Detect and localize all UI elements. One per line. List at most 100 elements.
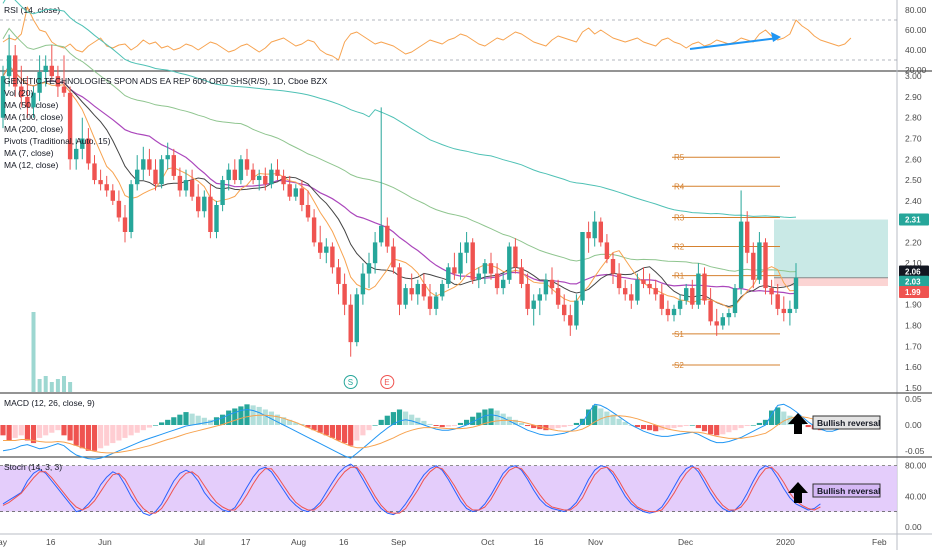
macd-histogram-bar xyxy=(342,425,348,444)
macd-histogram-bar xyxy=(488,408,494,425)
time-tick-label: 16 xyxy=(534,537,544,547)
up-arrow-icon xyxy=(788,413,808,434)
macd-histogram-bar xyxy=(787,415,793,425)
macd-histogram-bar xyxy=(30,425,37,444)
legend-line: MA (7, close) xyxy=(4,148,54,158)
legend-line: Vol (20) xyxy=(4,88,33,98)
axis-tick-label: 20.00 xyxy=(905,65,927,75)
up-arrow-icon xyxy=(788,482,808,503)
legend-title: GENETIC TECHNOLOGIES SPON ADS EA REP 600… xyxy=(4,76,328,86)
macd-histogram-bar xyxy=(592,405,598,425)
macd-histogram-bar xyxy=(98,425,104,449)
time-tick-label: Jun xyxy=(98,537,112,547)
candle-body xyxy=(440,283,445,297)
macd-histogram-bar xyxy=(152,425,159,426)
macd-histogram-bar xyxy=(689,425,695,426)
macd-histogram-bar xyxy=(634,425,640,428)
macd-histogram-bar xyxy=(708,425,714,435)
macd-histogram-bar xyxy=(677,425,683,428)
legend: GENETIC TECHNOLOGIES SPON ADS EA REP 600… xyxy=(4,76,328,170)
axis-tick-label: 2.50 xyxy=(905,175,922,185)
pivot-label: S2 xyxy=(674,361,684,370)
candle-body xyxy=(690,288,695,305)
candle-body xyxy=(555,288,561,305)
candle-body xyxy=(446,267,451,284)
macd-histogram-bar xyxy=(43,425,49,436)
axis-tick-label: 3.00 xyxy=(905,71,922,81)
macd-histogram-bar xyxy=(518,422,525,425)
macd-histogram-bar xyxy=(104,425,110,446)
candle-body xyxy=(177,175,183,191)
macd-histogram-bar xyxy=(622,421,628,425)
axis-tick-label: 1.90 xyxy=(905,300,922,310)
macd-histogram-bar xyxy=(470,416,476,425)
price-tag-label: 2.06 xyxy=(905,267,921,276)
candle-body xyxy=(13,55,18,87)
price-tag xyxy=(899,265,929,278)
macd-histogram-bar xyxy=(683,425,689,427)
candle-body xyxy=(513,246,518,268)
macd-histogram-bar xyxy=(653,425,659,432)
candle-body xyxy=(623,288,628,295)
candle-body xyxy=(360,273,366,295)
event-label: S xyxy=(348,378,353,387)
candle-body xyxy=(299,188,305,205)
candle-body xyxy=(507,246,512,280)
candle-body xyxy=(153,169,158,185)
pivot-label: R3 xyxy=(674,213,685,222)
macd-histogram-bar xyxy=(18,425,24,436)
candle-body xyxy=(250,169,256,181)
macd-histogram-bar xyxy=(165,419,171,425)
macd-histogram-bar xyxy=(6,425,12,441)
candle-body xyxy=(415,283,420,295)
candle-body xyxy=(726,313,732,318)
candle-body xyxy=(598,221,603,243)
macd-histogram-bar xyxy=(543,425,549,431)
stoch-title: Stoch (14, 3, 3) xyxy=(4,462,62,472)
candle-body xyxy=(592,221,597,239)
candle-body xyxy=(684,288,689,301)
macd-histogram-bar xyxy=(555,425,561,429)
candle-body xyxy=(366,263,372,274)
stoch-band-fill xyxy=(0,465,897,512)
macd-histogram-bar xyxy=(610,414,616,425)
volume-bar xyxy=(43,376,48,392)
macd-histogram-bar xyxy=(329,425,335,438)
time-tick-label: Aug xyxy=(291,537,306,547)
ma100-line xyxy=(2,27,797,273)
macd-histogram-bar xyxy=(531,425,537,429)
macd-histogram-bar xyxy=(250,405,256,425)
candle-body xyxy=(531,300,536,309)
axis-tick-label: 0.00 xyxy=(905,420,922,430)
candle-body xyxy=(769,288,774,295)
candle-body xyxy=(0,76,6,118)
macd-histogram-bar xyxy=(445,425,451,427)
candle-body xyxy=(305,204,311,218)
macd-histogram-bar xyxy=(116,425,122,441)
candle-body xyxy=(226,169,231,181)
macd-histogram-bar xyxy=(49,425,55,433)
axis-tick-label: 40.00 xyxy=(905,491,927,501)
candle-body xyxy=(433,296,439,309)
macd-histogram-bar xyxy=(701,425,708,432)
volume-bar xyxy=(37,379,42,392)
macd-histogram-bar xyxy=(61,425,67,436)
candle-body xyxy=(37,72,42,93)
annotation-box xyxy=(812,415,881,430)
candle-body xyxy=(379,225,384,243)
axis-tick-label: 2.80 xyxy=(905,113,922,123)
macd-histogram-bar xyxy=(274,414,281,425)
axis-tick-label: 1.60 xyxy=(905,362,922,372)
candle-body xyxy=(568,315,573,326)
time-tick-label: 16 xyxy=(46,537,56,547)
rsi-trend-arrow xyxy=(689,37,779,50)
candle-body xyxy=(330,246,335,268)
macd-histogram-bar xyxy=(396,409,403,425)
macd-histogram-bar xyxy=(525,425,531,427)
macd-title: MACD (12, 26, close, 9) xyxy=(4,398,95,408)
event-marker xyxy=(380,375,395,389)
candle-body xyxy=(263,175,268,185)
macd-histogram-bar xyxy=(640,425,647,430)
candle-body xyxy=(519,267,524,284)
macd-histogram-bar xyxy=(695,425,701,429)
